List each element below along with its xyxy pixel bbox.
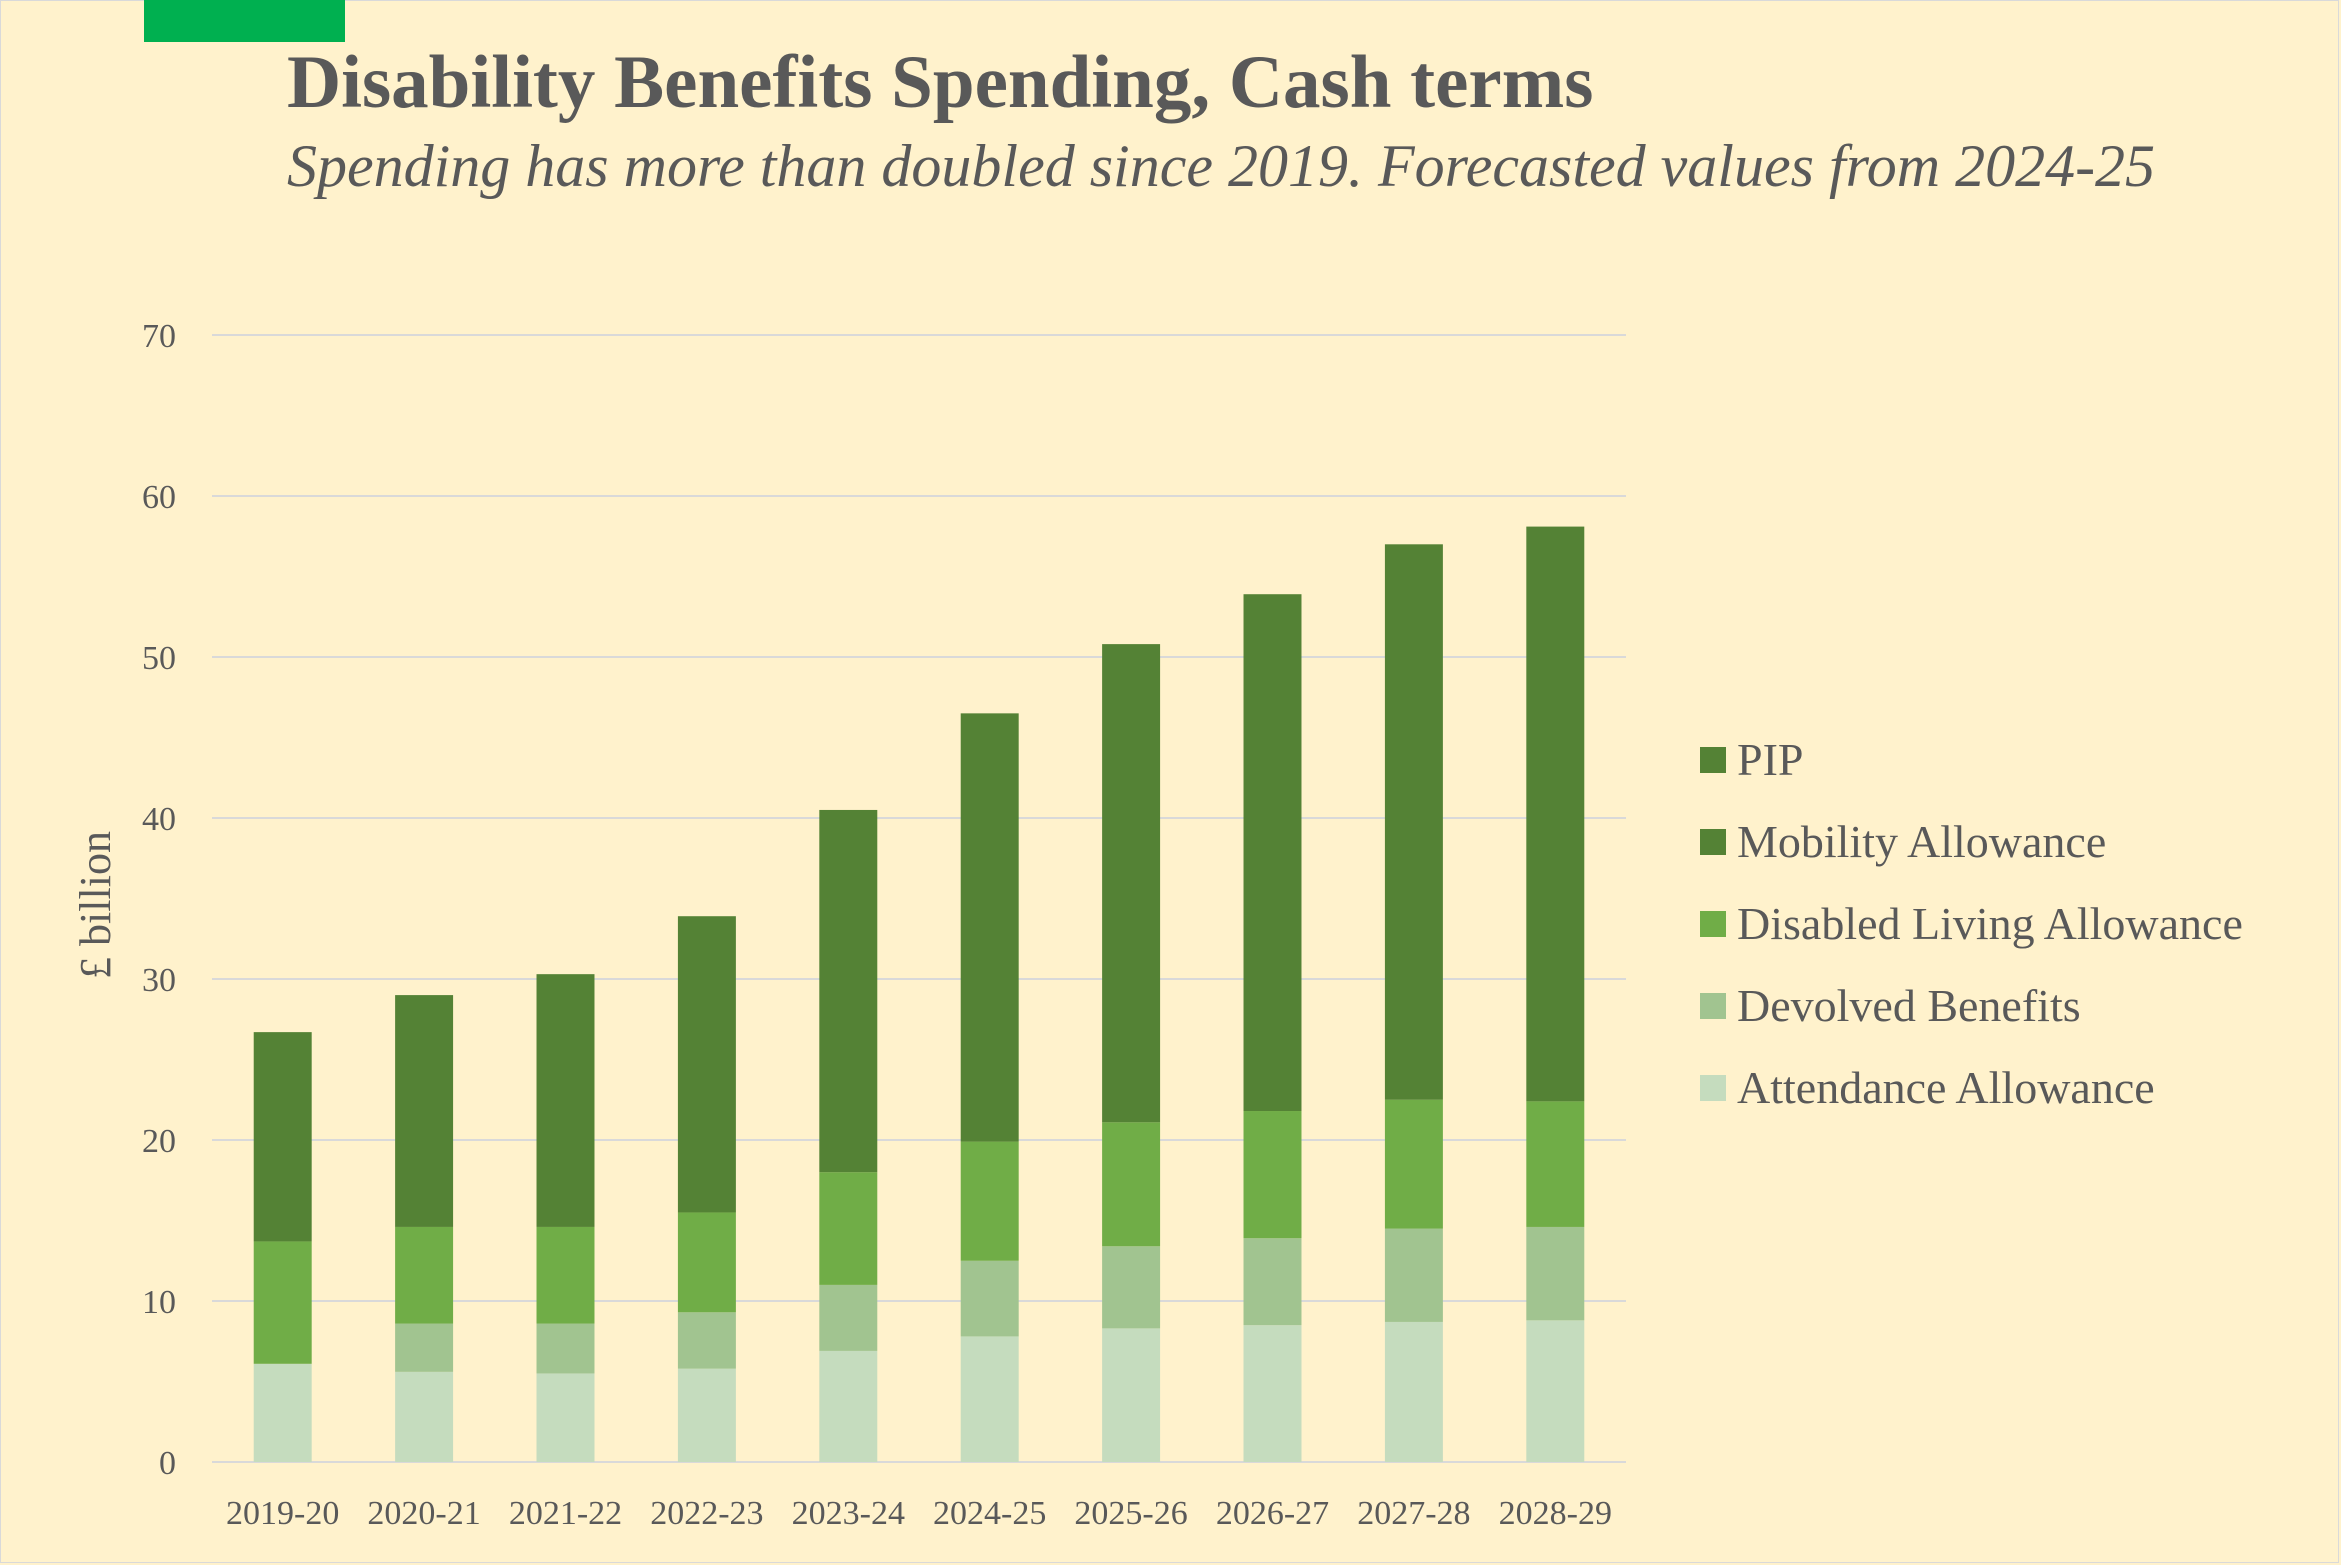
bar-stack-2022-23 [677, 916, 736, 1462]
legend-item: PIP [1700, 734, 1803, 785]
legend-label: PIP [1737, 734, 1803, 785]
x-axis-ticks: 2019-20 2020-21 2021-22 2022-23 2023-24 2024-… [226, 1495, 1612, 1532]
bar-stack-2028-29 [1526, 526, 1585, 1462]
bar-stack-2021-22 [536, 974, 595, 1462]
x-tick-label: 2025-26 [1074, 1495, 1187, 1532]
y-tick-label: 0 [159, 1445, 176, 1482]
bar-segment [1526, 526, 1585, 1102]
bars [253, 526, 1585, 1462]
bar-segment [819, 809, 878, 1173]
bar-segment [1243, 1238, 1302, 1326]
x-tick-label: 2020-21 [367, 1495, 480, 1532]
bar-segment [536, 1323, 595, 1374]
bar-segment [1384, 1099, 1443, 1229]
legend-label: Attendance Allowance [1737, 1062, 2155, 1113]
bar-stack-2019-20 [253, 1032, 312, 1462]
bar-segment [1243, 1325, 1302, 1462]
legend-swatch [1700, 829, 1726, 855]
bar-stack-2025-26 [1102, 644, 1161, 1462]
legend-item: Disabled Living Allowance [1700, 898, 2243, 949]
x-tick-label: 2027-28 [1357, 1495, 1470, 1532]
bar-segment [536, 974, 595, 1227]
bar-segment [253, 1032, 312, 1242]
y-tick-label: 70 [142, 318, 176, 355]
bar-segment [677, 1312, 736, 1369]
bar-segment [677, 1368, 736, 1462]
legend-item: Attendance Allowance [1700, 1062, 2155, 1113]
y-tick-label: 30 [142, 962, 176, 999]
bar-segment [1102, 644, 1161, 1123]
x-tick-label: 2024-25 [933, 1495, 1046, 1532]
x-tick-label: 2021-22 [509, 1495, 622, 1532]
bar-segment [395, 1323, 454, 1372]
legend-item: Mobility Allowance [1700, 816, 2106, 867]
legend-label: Devolved Benefits [1737, 980, 2081, 1031]
y-tick-label: 50 [142, 640, 176, 677]
bar-segment [1243, 594, 1302, 1112]
bar-segment [395, 1371, 454, 1462]
bar-stack-2023-24 [819, 809, 878, 1462]
y-tick-label: 10 [142, 1284, 176, 1321]
chart-title: Disability Benefits Spending, Cash terms [287, 41, 1594, 124]
bar-segment [1102, 1122, 1161, 1247]
legend-item: Devolved Benefits [1700, 980, 2081, 1031]
legend-swatch [1700, 1075, 1726, 1101]
legend-label: Mobility Allowance [1737, 816, 2106, 867]
bar-segment [536, 1226, 595, 1324]
bar-segment [1384, 544, 1443, 1100]
x-tick-label: 2019-20 [226, 1495, 339, 1532]
bar-segment [819, 1284, 878, 1351]
y-axis-title: £ billion [71, 831, 120, 979]
x-tick-label: 2023-24 [792, 1495, 905, 1532]
bar-segment [960, 713, 1019, 1142]
bar-segment [960, 1336, 1019, 1462]
bar-segment [253, 1241, 312, 1364]
y-axis-ticks: 0 10 20 30 40 50 60 70 [142, 318, 176, 1482]
bar-segment [1102, 1246, 1161, 1329]
legend-swatch [1700, 993, 1726, 1019]
bar-stack-2024-25 [960, 713, 1019, 1462]
legend: PIP Mobility Allowance Disabled Living All… [1700, 734, 2243, 1113]
bar-segment [1102, 1328, 1161, 1462]
y-tick-label: 40 [142, 801, 176, 838]
bar-segment [253, 1363, 312, 1462]
bar-stack-2020-21 [395, 995, 454, 1462]
bar-segment [677, 1212, 736, 1313]
legend-swatch [1700, 911, 1726, 937]
bar-segment [960, 1141, 1019, 1261]
bar-segment [819, 1350, 878, 1462]
bar-segment [1384, 1228, 1443, 1322]
bar-segment [1243, 1111, 1302, 1239]
bar-stack-2027-28 [1384, 544, 1443, 1462]
bar-segment [395, 1226, 454, 1324]
bar-stack-2026-27 [1243, 594, 1302, 1462]
chart-subtitle: Spending has more than doubled since 201… [287, 133, 2156, 199]
legend-swatch [1700, 747, 1726, 773]
x-tick-label: 2026-27 [1216, 1495, 1329, 1532]
bar-segment [1526, 1101, 1585, 1227]
x-tick-label: 2022-23 [650, 1495, 763, 1532]
bar-segment [536, 1373, 595, 1462]
bar-segment [960, 1260, 1019, 1337]
bar-segment [677, 916, 736, 1213]
bar-segment [1384, 1321, 1443, 1462]
bar-segment [1526, 1226, 1585, 1321]
bar-segment [819, 1172, 878, 1285]
y-tick-label: 60 [142, 479, 176, 516]
legend-label: Disabled Living Allowance [1737, 898, 2243, 949]
y-tick-label: 20 [142, 1123, 176, 1160]
bar-segment [395, 995, 454, 1227]
accent-bar [144, 0, 345, 42]
bar-segment [1526, 1320, 1585, 1462]
x-tick-label: 2028-29 [1499, 1495, 1612, 1532]
